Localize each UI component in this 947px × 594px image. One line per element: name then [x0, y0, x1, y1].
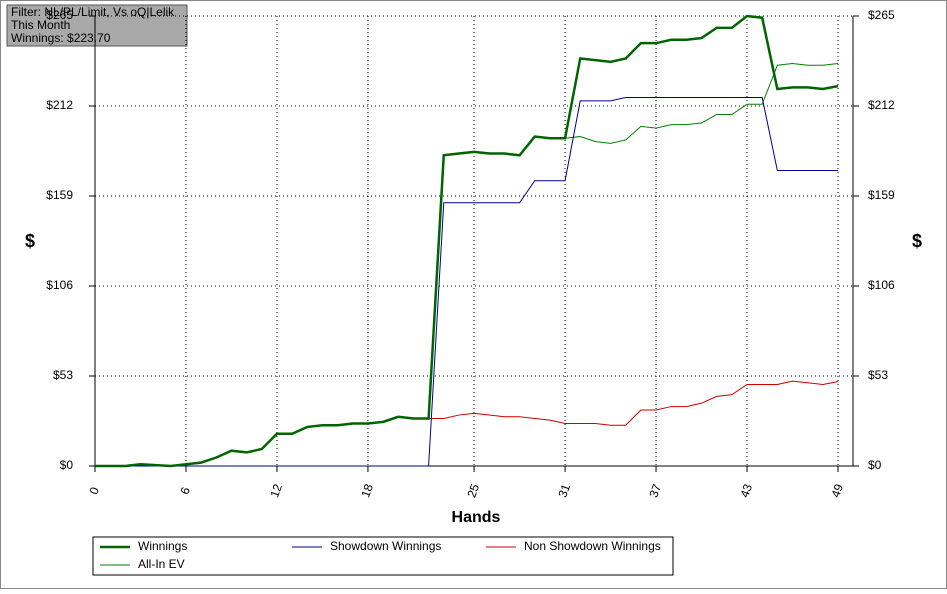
x-tick-label: 49: [828, 482, 846, 500]
filter-box: [6, 4, 188, 47]
filter-line: Winnings: $223.70: [11, 31, 111, 45]
x-tick-label: 37: [646, 482, 664, 500]
y-tick-label: $53: [53, 368, 73, 382]
y2-tick-label: $0: [868, 458, 882, 472]
x-tick-label: 12: [267, 482, 285, 500]
x-tick-label: 6: [177, 485, 193, 496]
y2-tick-label: $106: [868, 278, 895, 292]
y-axis-label: $: [25, 231, 35, 251]
y2-tick-label: $212: [868, 98, 895, 112]
y-tick-label: $106: [46, 278, 73, 292]
y2-tick-label: $265: [868, 8, 895, 22]
series-line: [95, 14, 839, 468]
x-tick-label: 25: [464, 482, 482, 500]
y-tick-label: $159: [46, 188, 73, 202]
x-axis-label: Hands: [452, 509, 501, 526]
y2-axis-label: $: [912, 231, 922, 251]
legend-label: Non Showdown Winnings: [524, 539, 661, 553]
x-tick-label: 43: [737, 482, 755, 500]
y2-tick-label: $53: [868, 368, 888, 382]
series-line: [95, 97, 838, 467]
legend-box: [92, 536, 674, 576]
x-tick-label: 0: [87, 485, 103, 496]
y-tick-label: $265: [46, 8, 73, 22]
x-tick-label: 18: [358, 482, 376, 500]
y-tick-label: $0: [60, 458, 74, 472]
filter-line: Filter: NL/PL/Limit, Vs oQ|Lelik: [11, 5, 175, 19]
legend-label: Showdown Winnings: [330, 539, 441, 553]
legend-label: All-In EV: [138, 557, 185, 571]
y-tick-label: $212: [46, 98, 73, 112]
x-tick-label: 31: [555, 482, 573, 500]
filter-line: This Month: [11, 18, 70, 32]
legend-label: Winnings: [138, 539, 187, 553]
y2-tick-label: $159: [868, 188, 895, 202]
